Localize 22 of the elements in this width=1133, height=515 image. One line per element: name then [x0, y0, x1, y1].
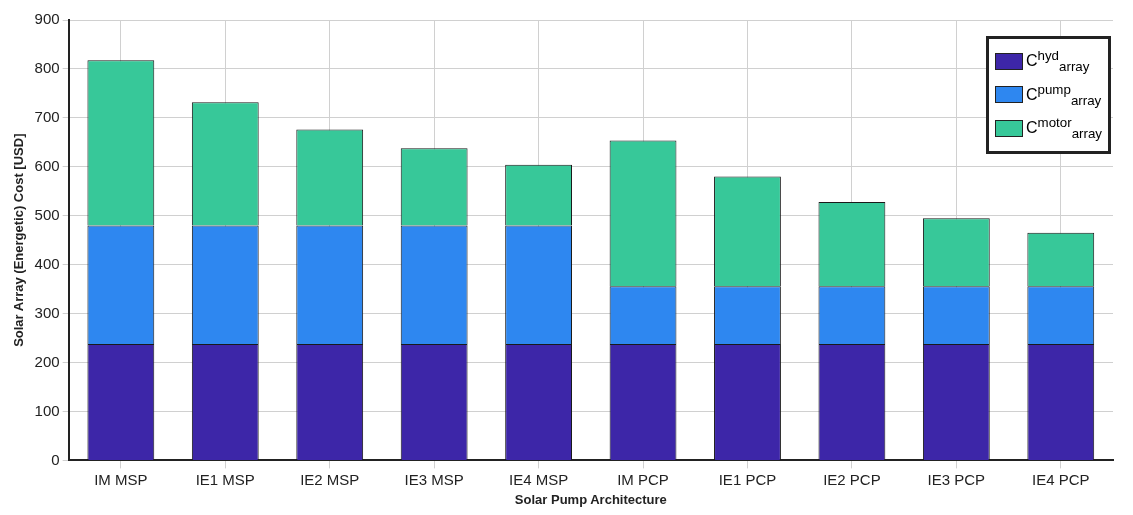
y-tick-label: 0 [51, 450, 60, 468]
y-tick-label: 300 [34, 303, 60, 321]
x-tick-label: IE1 MSP [195, 470, 255, 488]
y-tick-label: 700 [34, 108, 60, 126]
y-tick-label: 400 [34, 254, 60, 272]
x-tick-label: IE1 PCP [718, 470, 777, 488]
y-tick-label: 600 [34, 156, 60, 174]
x-tick-label: IE2 PCP [823, 470, 881, 488]
x-tick-label: IE3 MSP [404, 470, 464, 488]
x-tick-label: IE3 PCP [927, 470, 986, 488]
x-tick-label: IM MSP [94, 470, 148, 488]
y-tick-label: 200 [34, 352, 60, 370]
x-tick-label: IM PCP [617, 470, 669, 488]
x-tick-label: IE2 MSP [300, 470, 360, 488]
x-tick-label: IE4 PCP [1032, 470, 1090, 488]
y-tick-label: 900 [34, 10, 60, 28]
y-axis-title: Solar Array (Energetic) Cost [USD] [11, 133, 27, 347]
y-tick-label: 800 [34, 59, 60, 77]
y-tick-label: 100 [34, 401, 60, 419]
y-tick-label: 500 [34, 205, 60, 223]
x-tick-label: IE4 MSP [509, 470, 569, 488]
x-axis-title: Solar Pump Architecture [514, 491, 667, 507]
